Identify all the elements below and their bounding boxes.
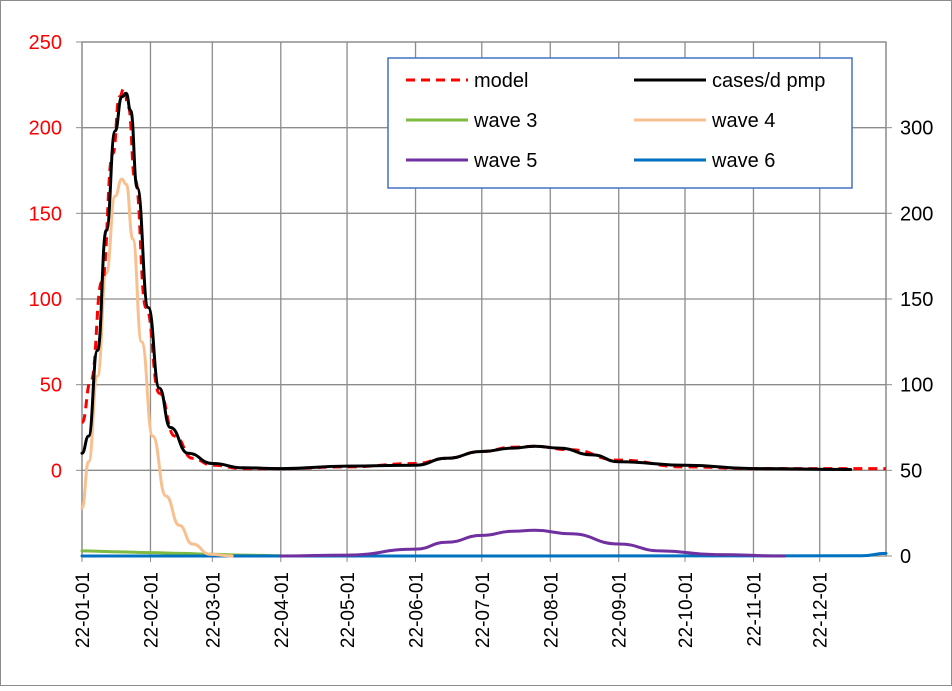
x-tick-label: 22-06-01 [407,572,428,648]
y-right-tick-label: 0 [900,546,911,568]
y-right-tick-label: 50 [900,460,922,482]
x-tick-label: 22-10-01 [676,572,697,648]
y-left-tick-label: 100 [29,289,62,311]
x-tick-label: 22-04-01 [272,572,293,648]
legend-label: wave 3 [473,110,537,132]
y-left-tick-label: 150 [29,203,62,225]
series-line-cases-d-pmp [80,91,853,471]
x-tick-label: 22-09-01 [610,572,631,648]
y-right-tick-label: 100 [900,375,933,397]
x-tick-label: 22-03-01 [203,572,224,648]
series-group [80,86,888,558]
x-axis: 22-01-01 22-02-01 22-03-01 22-04-01 22-05-01… [73,556,832,648]
series-line-wave-4 [80,177,234,558]
x-tick-label: 22-07-01 [473,572,494,648]
y-axis-left: 0 50 100 150 200 250 [29,32,82,482]
x-tick-label: 22-02-01 [141,572,162,648]
x-tick-label: 22-01-01 [73,572,94,648]
legend: model cases/d pmp wave 3 wave 4 wave 5 wave 6 [387,57,853,189]
series-line-model [80,86,886,471]
x-tick-label: 22-12-01 [811,572,832,648]
y-right-tick-label: 200 [900,203,933,225]
legend-box [387,57,853,189]
y-axis-right: 0 50 100 150 200 300 [886,118,933,568]
legend-label: wave 5 [473,150,537,172]
series-line-wave-5 [279,528,786,558]
legend-label: wave 6 [711,150,775,172]
y-left-tick-label: 250 [29,32,62,54]
legend-label: model [474,70,528,92]
y-left-tick-label: 50 [40,375,62,397]
x-tick-label: 22-11-01 [744,572,765,647]
legend-label: cases/d pmp [712,70,825,92]
legend-label: wave 4 [711,110,775,132]
x-tick-label: 22-05-01 [338,572,359,648]
y-right-tick-label: 150 [900,289,933,311]
y-left-tick-label: 200 [29,118,62,140]
y-left-tick-label: 0 [51,460,62,482]
y-right-tick-label: 300 [900,118,933,140]
x-tick-label: 22-08-01 [541,572,562,648]
